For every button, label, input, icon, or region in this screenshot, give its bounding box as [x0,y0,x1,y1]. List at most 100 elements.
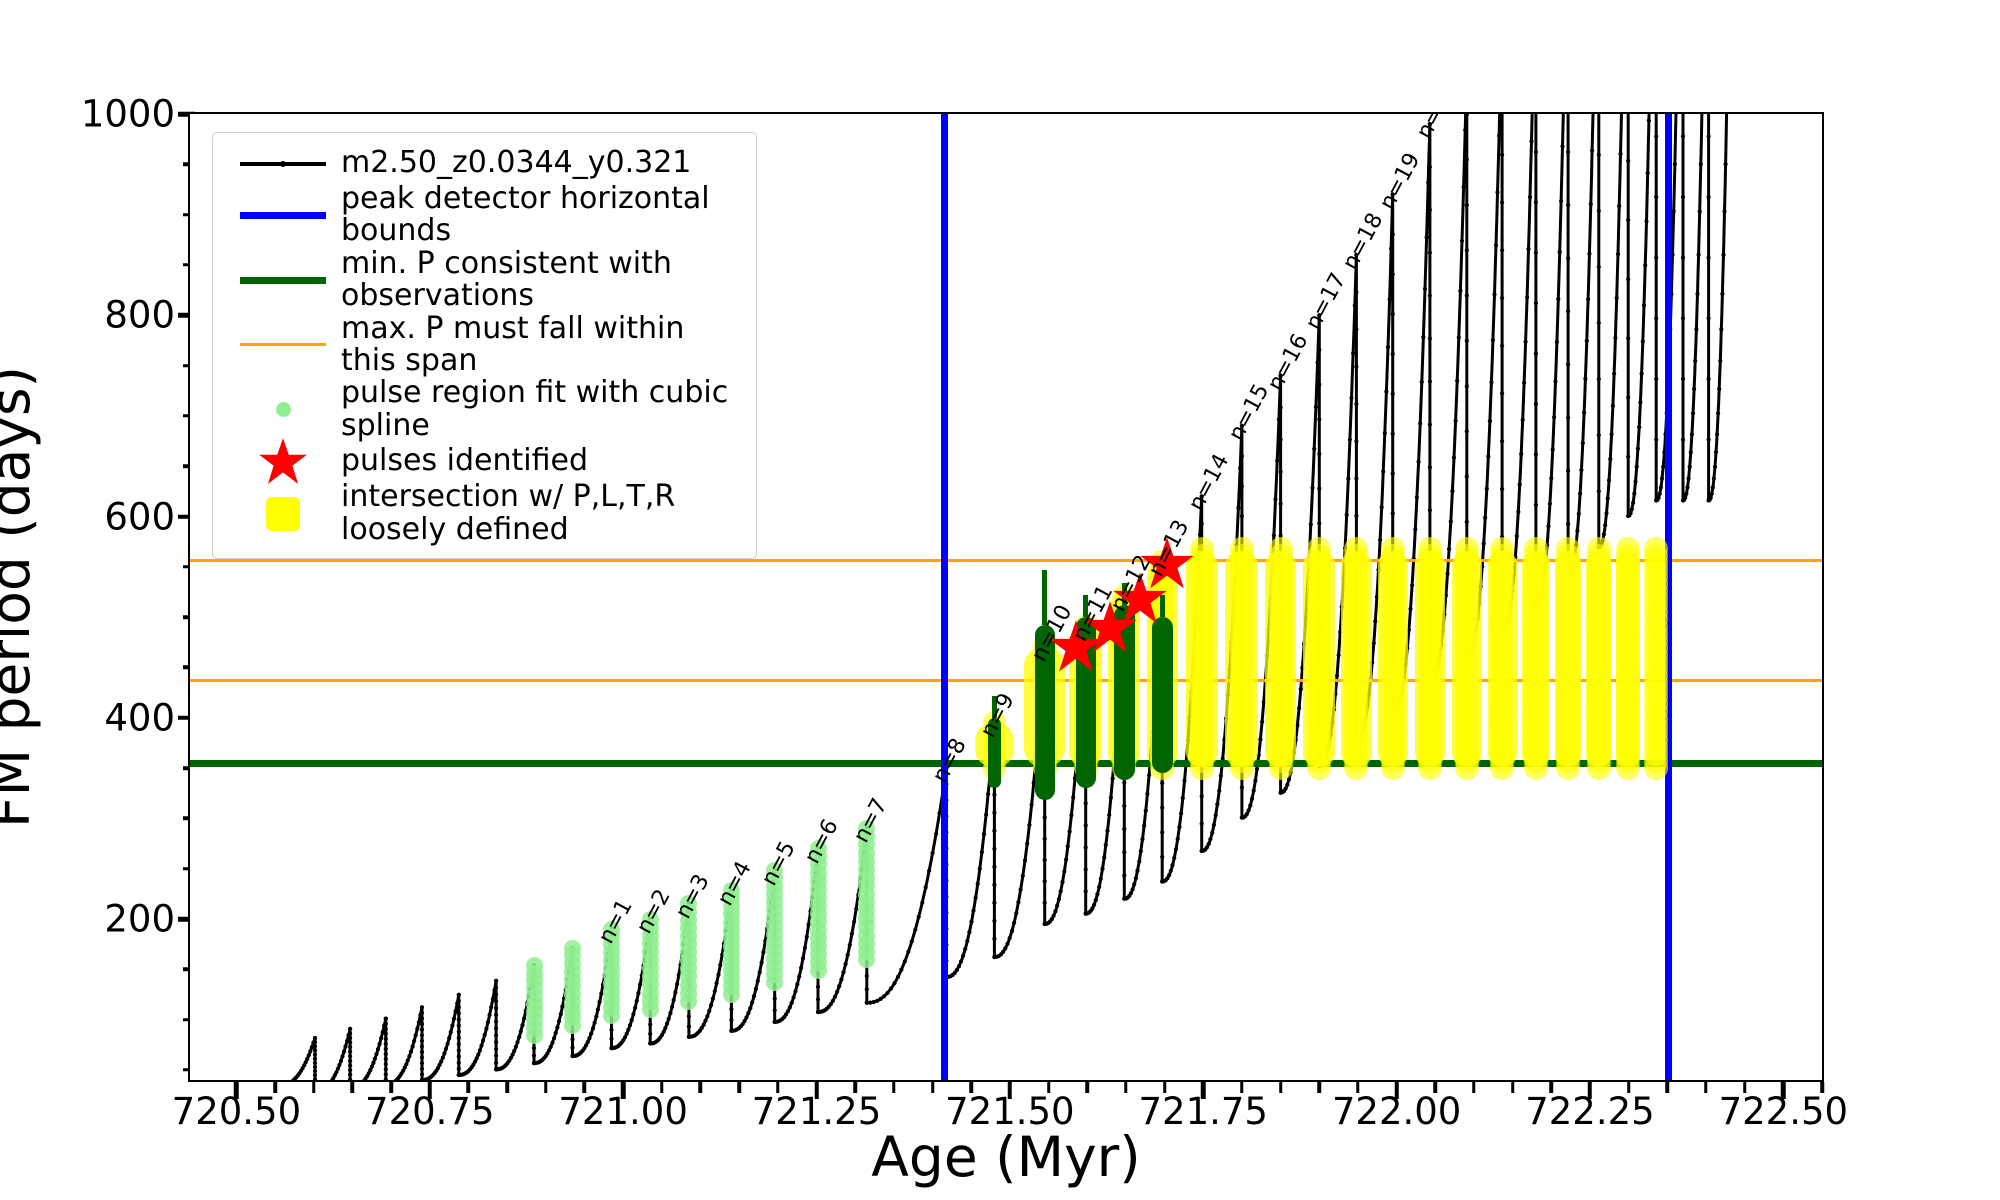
intersection-blob [1229,536,1254,561]
x-tick-minor [1162,1082,1167,1093]
x-tick-major [1007,1082,1013,1099]
y-tick-label: 200 [104,897,175,941]
peak-detector-bound-line [1665,114,1673,1080]
intersection-blob [1307,536,1332,561]
legend-line-orange-icon [225,325,341,364]
x-tick-minor [505,1082,509,1093]
legend-item: max. P must fall within this span [225,310,744,378]
legend-item-label: m2.50_z0.0344_y0.321 [341,145,692,181]
y-tick-major [178,916,195,922]
legend-line-black-icon [225,144,341,183]
x-tick-minor [1510,1082,1515,1093]
x-tick-minor [1549,1082,1554,1093]
x-tick-minor [737,1082,741,1093]
y-axis-title-text: FM period (days) [0,366,42,828]
pulse-region-spike [1042,569,1048,626]
legend: m2.50_z0.0344_y0.321 peak detector horizo… [212,132,757,559]
x-tick-minor [544,1082,548,1093]
legend-item-label: intersection w/ P,L,T,R loosely defined [341,479,676,547]
x-tick-minor [1742,1082,1747,1093]
y-tick-label: 400 [104,696,175,740]
x-tick-minor [1278,1082,1283,1093]
x-tick-minor [273,1082,277,1093]
x-tick-major [1200,1082,1206,1099]
intersection-blob [1417,536,1442,561]
legend-item: pulse region fit with cubic spline [225,377,744,442]
x-tick-minor [1665,1082,1670,1093]
legend-spline-dot-icon [225,390,341,429]
pulse-region-spike [991,695,997,718]
pulse-identified-star [1111,570,1169,628]
y-tick-major [178,313,195,318]
pulse-region-spike [1159,594,1165,618]
x-tick-minor [1240,1082,1244,1093]
intersection-blob [1556,536,1581,561]
x-tick-minor [698,1082,703,1093]
x-tick-minor [312,1082,316,1093]
legend-item-label: peak detector horizontal bounds [341,181,710,249]
x-tick-minor [892,1082,896,1093]
y-tick-label: 600 [104,495,175,538]
x-tick-minor [969,1082,973,1093]
intersection-blob [1454,536,1479,561]
legend-item: pulses identified [225,437,744,484]
intersection-blob [1523,536,1548,561]
pulse-region-column [987,717,1001,789]
x-tick-major [1781,1082,1786,1099]
x-tick-minor [1317,1082,1321,1093]
legend-item-label: max. P must fall within this span [341,310,685,378]
x-tick-minor [1704,1082,1708,1093]
spline-fit-dot [603,920,621,938]
spline-fit-dot [680,895,698,913]
pulse-region-column [1151,617,1173,774]
legend-item-label: pulse region fit with cubic spline [341,375,729,443]
x-tick-minor [1085,1082,1089,1093]
y-axis-tick-labels: 200 400 600 800 1000 [0,0,175,1200]
x-tick-minor [466,1082,471,1093]
y-tick-major [178,715,195,720]
y-tick-major [178,111,195,117]
plot-clip: n=1 n=2 n=3 n=4 n=5 n=6 n=7 n=8 n=9 n=10 n=11 n=12 n… [190,114,1822,1080]
legend-star-icon [225,437,341,484]
intersection-blob [1490,536,1515,561]
legend-item-label: min. P consistent with observations [341,245,672,314]
x-tick-major [620,1082,626,1099]
x-tick-major [1394,1082,1399,1099]
spline-fit-dot [858,819,876,837]
y-tick-major [178,514,195,519]
x-tick-minor [1472,1082,1476,1093]
x-tick-minor [582,1082,587,1093]
pulse-identified-star [1047,618,1105,676]
intersection-blob [1586,536,1611,561]
y-tick-label: 1000 [80,92,175,136]
x-tick-minor [1046,1082,1051,1093]
intersection-blob [1344,536,1369,561]
max-period-span-line [190,559,1822,563]
x-axis-title: Age (Myr) [871,1125,1141,1189]
x-tick-minor [776,1082,780,1093]
legend-item: m2.50_z0.0344_y0.321 [225,144,744,183]
plot-area: n=1 n=2 n=3 n=4 n=5 n=6 n=7 n=8 n=9 n=10 n=11 n=12 n… [188,112,1824,1082]
y-tick-label: 800 [104,293,175,337]
legend-intersection-square-icon [225,494,341,533]
legend-item: min. P consistent with observations [225,245,744,314]
x-tick-minor [1626,1082,1631,1093]
spline-fit-dot [809,840,827,858]
x-tick-minor [1820,1082,1824,1093]
x-tick-major [427,1082,433,1099]
pulse-region-spike [1083,594,1089,618]
x-tick-major [814,1082,819,1099]
x-tick-minor [1433,1082,1438,1093]
intersection-blob [1616,536,1641,561]
x-tick-minor [389,1082,393,1093]
spline-fit-dot [766,862,784,880]
pulse-region-column [1113,605,1135,781]
x-tick-minor [1356,1082,1360,1093]
spline-fit-dot [722,882,740,900]
x-tick-minor [853,1082,857,1093]
spline-fit-dot [525,956,543,974]
legend-line-blue-icon [225,196,341,235]
pulse-region-column [1034,625,1055,801]
legend-item-label: pulses identified [341,443,588,479]
spline-fit-dot [641,910,659,928]
